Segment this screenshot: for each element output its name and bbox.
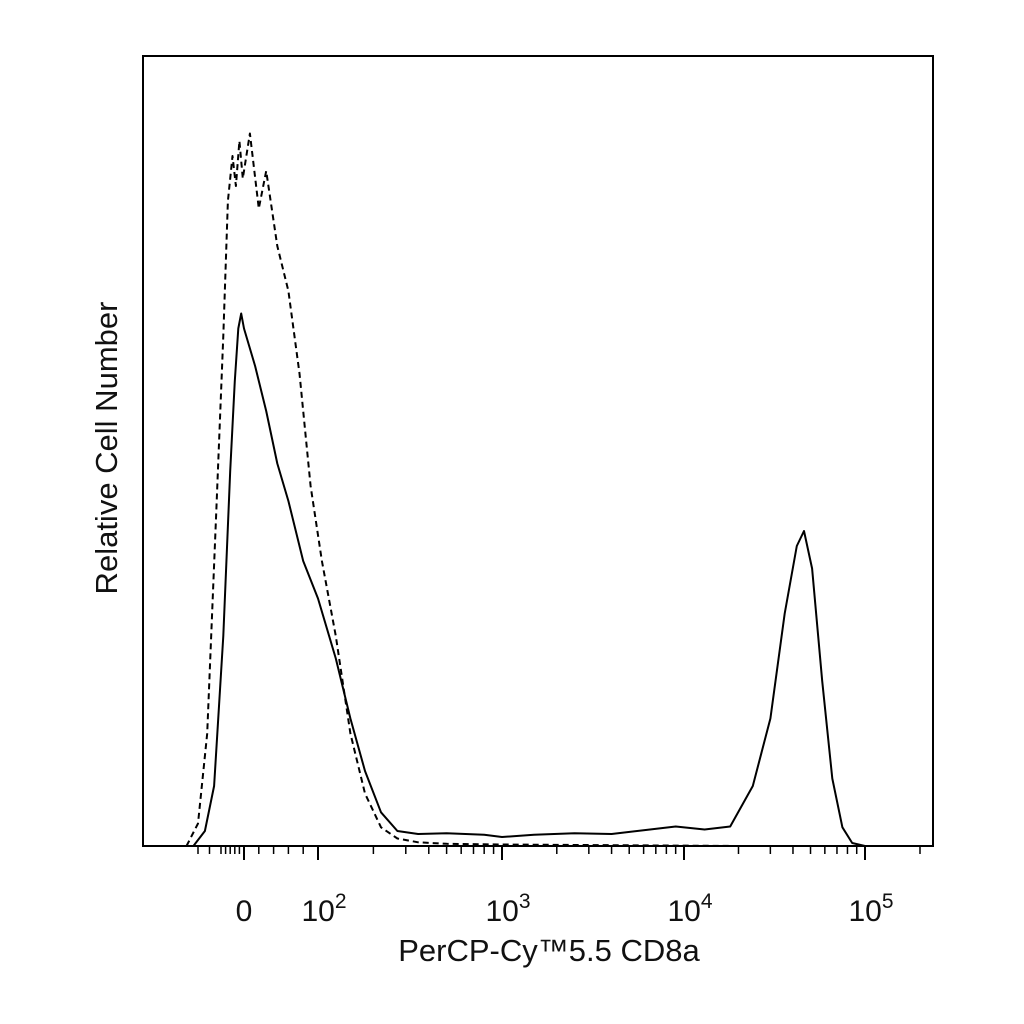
x-tick-label: 0 bbox=[236, 895, 253, 928]
x-axis-label: PerCP-Cy™5.5 CD8a bbox=[398, 933, 700, 968]
dashed-series-line bbox=[185, 132, 920, 847]
x-major-ticks bbox=[243, 846, 866, 860]
x-minor-ticks bbox=[197, 846, 921, 854]
series-layer bbox=[185, 132, 920, 847]
y-axis-label: Relative Cell Number bbox=[89, 302, 124, 595]
x-tick-label: 102 bbox=[301, 890, 346, 928]
x-tick-labels: 0 102 103 104 105 bbox=[236, 890, 894, 928]
x-tick-label: 105 bbox=[848, 890, 893, 928]
plot-frame bbox=[142, 55, 934, 847]
x-tick-label: 104 bbox=[667, 890, 712, 928]
x-tick-label: 103 bbox=[485, 890, 530, 928]
solid-series-line bbox=[192, 312, 920, 847]
